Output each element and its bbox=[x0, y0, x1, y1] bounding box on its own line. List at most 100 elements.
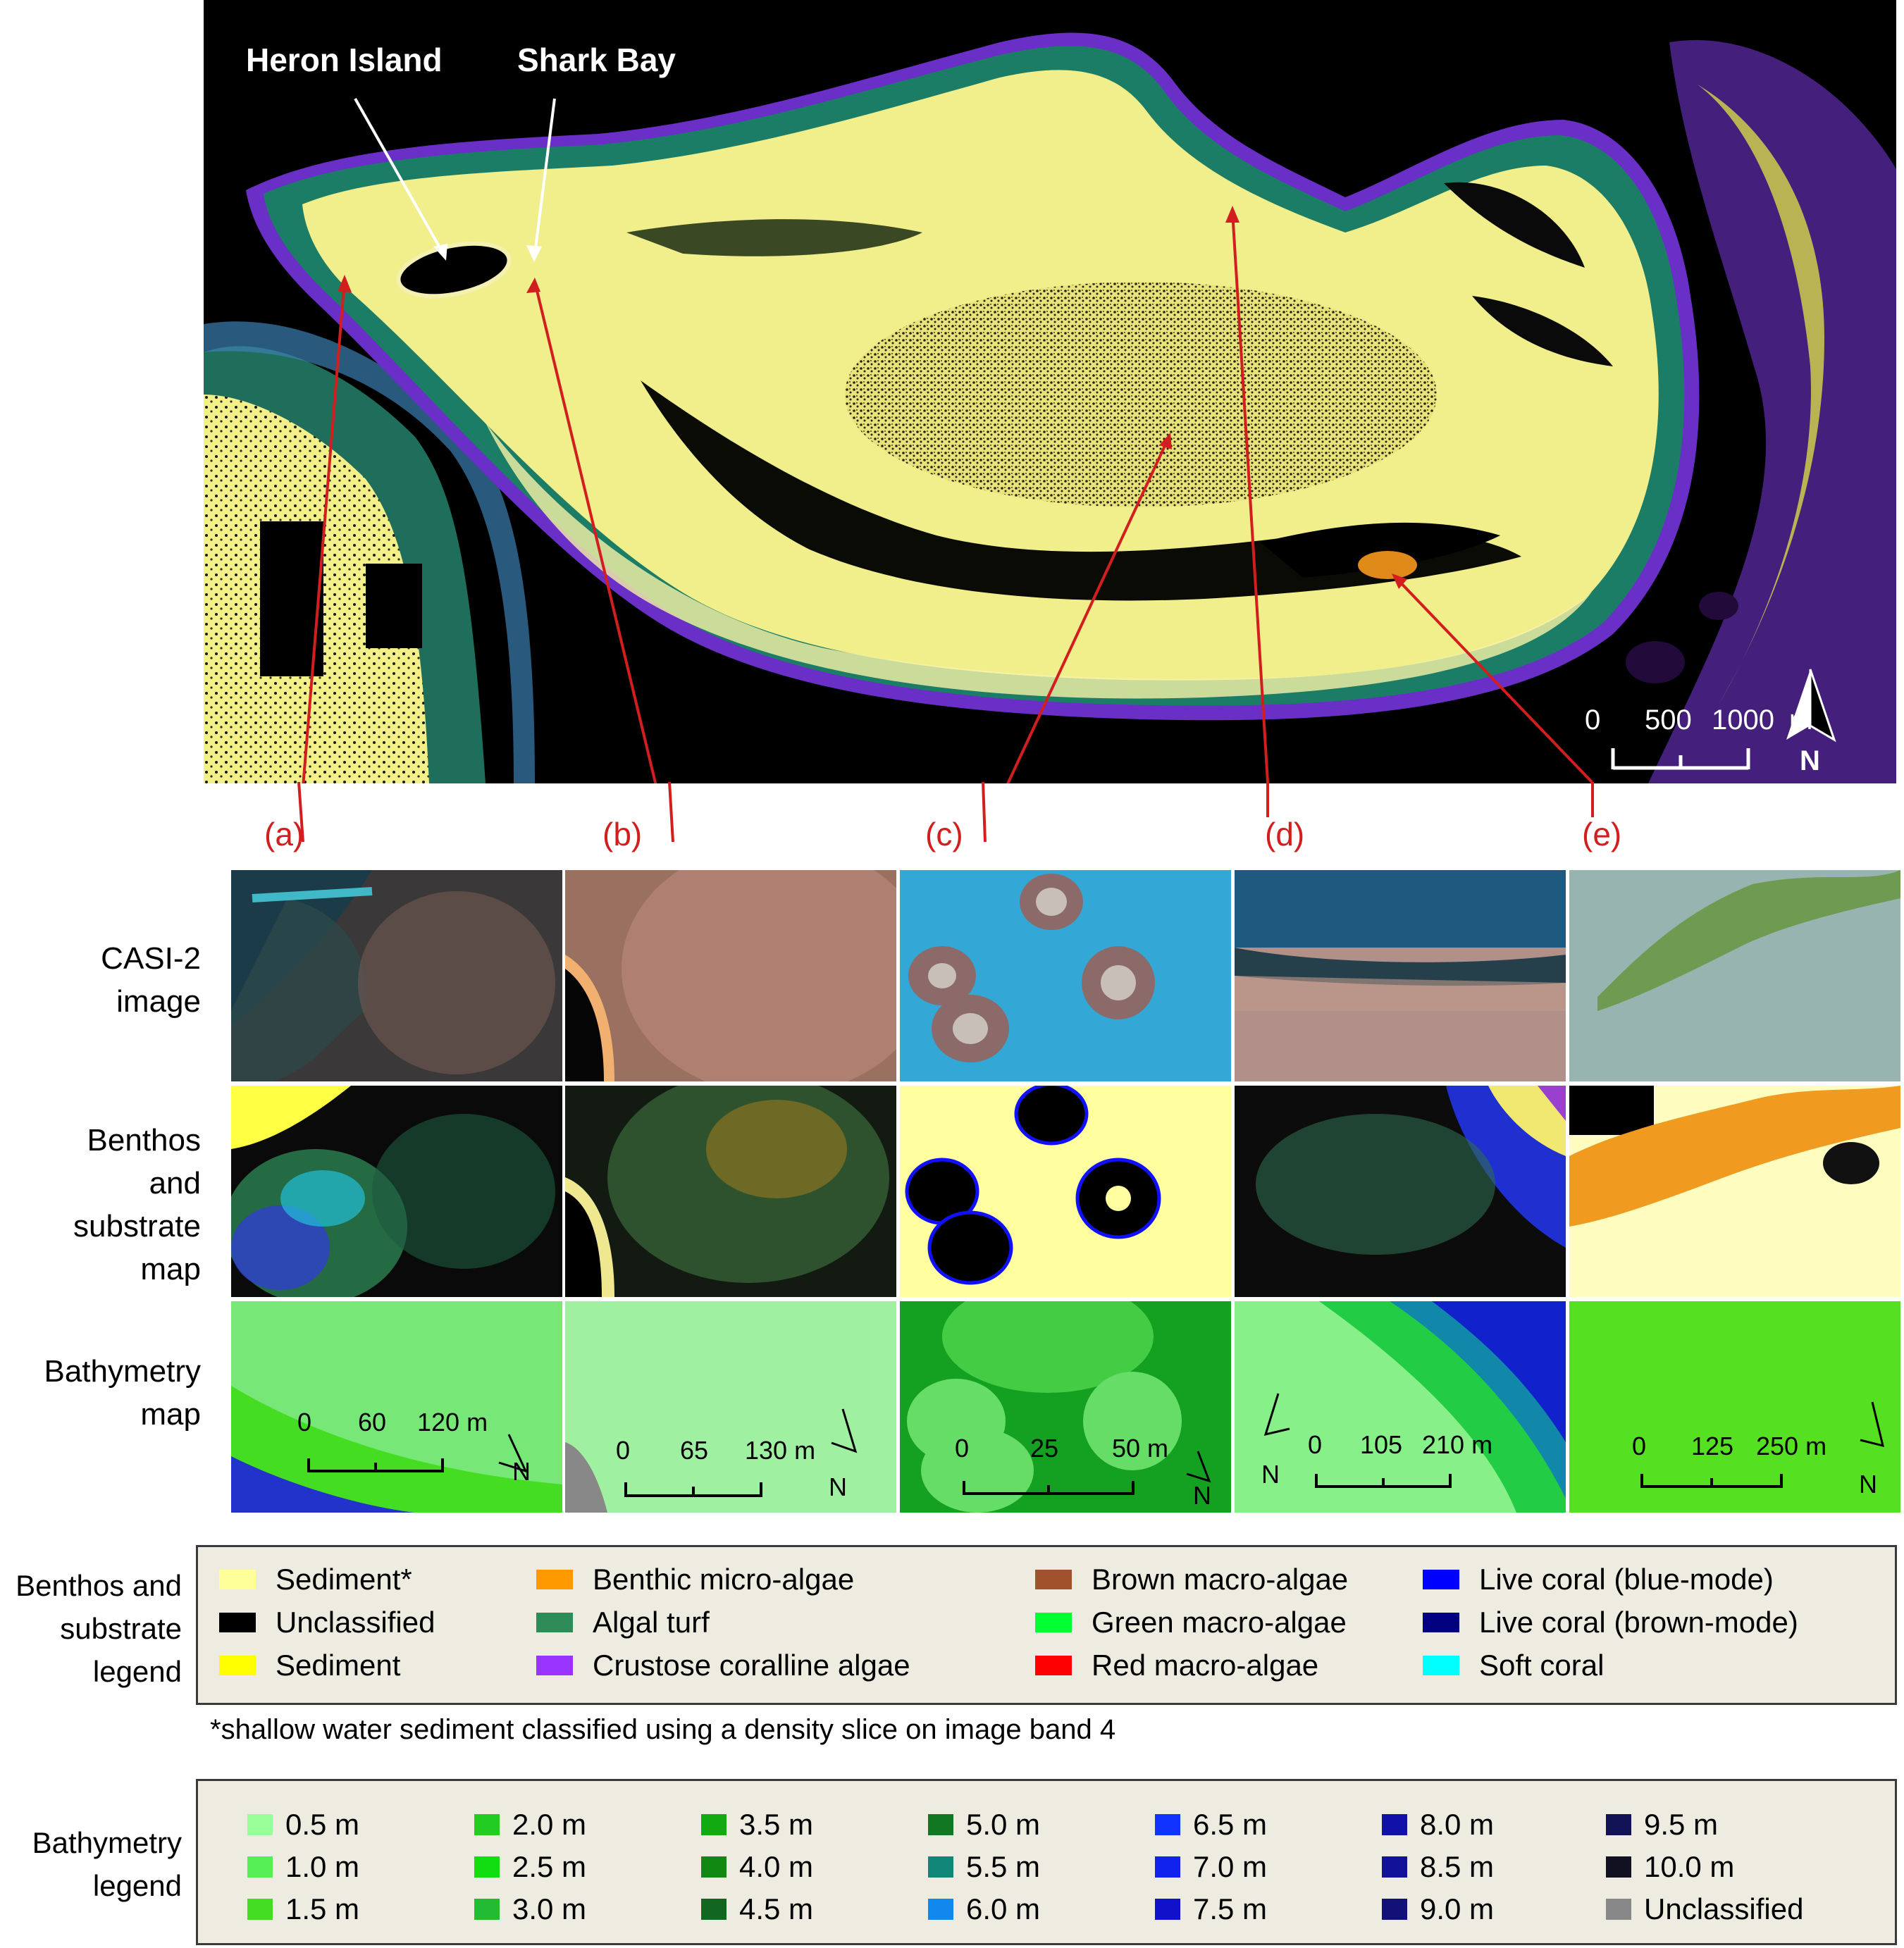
bathy-legend-title: Bathymetry legend bbox=[0, 1821, 182, 1907]
bathy-legend-item: 4.5 m bbox=[701, 1892, 813, 1926]
legend-swatch bbox=[701, 1856, 727, 1878]
scale-tick-500: 500 bbox=[1645, 705, 1692, 736]
legend-label: 0.5 m bbox=[285, 1808, 360, 1841]
benthos-legend-item: Crustose coralline algae bbox=[536, 1649, 910, 1682]
reef-classification-map: Heron Island Shark Bay 0 500 1000 m N bbox=[204, 0, 1896, 783]
benthos-legend-item: Unclassified bbox=[219, 1606, 435, 1639]
legend-label: 9.5 m bbox=[1644, 1808, 1719, 1841]
row-label-casi-line2: image bbox=[116, 984, 201, 1019]
thumb-e-scale-0: 0 bbox=[1632, 1432, 1647, 1460]
legend-label: Algal turf bbox=[593, 1606, 710, 1639]
bathy-legend-item: 5.0 m bbox=[928, 1808, 1040, 1842]
legend-label: Unclassified bbox=[276, 1606, 435, 1639]
legend-label: Sediment bbox=[276, 1649, 401, 1682]
legend-swatch bbox=[247, 1856, 273, 1878]
benthos-legend-title-line2: substrate bbox=[60, 1612, 182, 1645]
bathy-legend-item: 9.0 m bbox=[1382, 1892, 1494, 1926]
benthos-legend-title-line3: legend bbox=[92, 1655, 182, 1688]
bathy-legend-item: 9.5 m bbox=[1606, 1808, 1718, 1842]
legend-swatch bbox=[1382, 1856, 1407, 1878]
benthos-legend-title: Benthos and substrate legend bbox=[0, 1564, 182, 1693]
benthos-legend-item: Red macro-algae bbox=[1035, 1649, 1318, 1682]
legend-label: 1.0 m bbox=[285, 1850, 360, 1883]
thumb-b-scale-2: 130 m bbox=[745, 1436, 816, 1465]
legend-swatch bbox=[928, 1856, 953, 1878]
legend-label: 4.5 m bbox=[739, 1892, 814, 1925]
bathy-legend-item: 1.0 m bbox=[247, 1850, 359, 1884]
panel-letter-c: (c) bbox=[925, 816, 963, 852]
legend-label: 3.0 m bbox=[512, 1892, 587, 1925]
legend-swatch bbox=[1423, 1570, 1459, 1589]
legend-label: Crustose coralline algae bbox=[593, 1649, 910, 1682]
legend-label: 2.5 m bbox=[512, 1850, 587, 1883]
benthos-legend-item: Soft coral bbox=[1423, 1649, 1604, 1682]
legend-swatch bbox=[1423, 1656, 1459, 1675]
row-label-casi-line1: CASI-2 bbox=[101, 941, 201, 976]
legend-label: 7.0 m bbox=[1193, 1850, 1268, 1883]
legend-swatch bbox=[1606, 1899, 1631, 1920]
benthos-legend-item: Green macro-algae bbox=[1035, 1606, 1347, 1639]
benthos-thumb-e bbox=[1569, 1086, 1900, 1297]
bathy-legend-item: 2.0 m bbox=[474, 1808, 586, 1842]
legend-swatch bbox=[1035, 1656, 1072, 1675]
legend-label: Soft coral bbox=[1479, 1649, 1605, 1682]
legend-label: Red macro-algae bbox=[1092, 1649, 1319, 1682]
legend-label: Live coral (brown-mode) bbox=[1479, 1606, 1798, 1639]
bathy-legend-item: 7.0 m bbox=[1155, 1850, 1267, 1884]
thumb-b-scale-1: 65 bbox=[680, 1436, 709, 1465]
row-label-benthos-line1: Benthos bbox=[87, 1123, 201, 1158]
legend-label: 1.5 m bbox=[285, 1892, 360, 1925]
thumb-e-scale-2: 250 m bbox=[1756, 1432, 1827, 1460]
legend-label: 5.5 m bbox=[966, 1850, 1041, 1883]
casi-thumb-d bbox=[1235, 870, 1566, 1081]
sediment-footnote: *shallow water sediment classified using… bbox=[210, 1714, 1116, 1745]
legend-swatch bbox=[219, 1570, 256, 1589]
bathy-legend-item: 6.5 m bbox=[1155, 1808, 1267, 1842]
benthos-legend-box: Sediment* Unclassified Sediment Benthic mic… bbox=[196, 1545, 1897, 1705]
legend-swatch bbox=[536, 1613, 573, 1632]
casi-thumb-b bbox=[565, 870, 896, 1081]
legend-swatch bbox=[1423, 1613, 1459, 1632]
thumb-b-north: N bbox=[829, 1472, 847, 1501]
legend-swatch bbox=[928, 1814, 953, 1835]
benthos-thumb-a bbox=[231, 1086, 562, 1297]
legend-label: 6.0 m bbox=[966, 1892, 1041, 1925]
row-label-bathy-line1: Bathymetry bbox=[44, 1354, 201, 1389]
legend-swatch bbox=[219, 1613, 256, 1632]
bathy-thumb-a bbox=[231, 1301, 562, 1513]
benthos-legend-item: Benthic micro-algae bbox=[536, 1563, 854, 1596]
legend-label: 6.5 m bbox=[1193, 1808, 1268, 1841]
thumb-a-scale-2: 120 m bbox=[417, 1408, 488, 1437]
benthos-legend-item: Algal turf bbox=[536, 1606, 710, 1639]
benthos-thumb-c bbox=[900, 1086, 1231, 1297]
legend-swatch bbox=[1382, 1899, 1407, 1920]
heron-island-label: Heron Island bbox=[246, 42, 443, 78]
bathy-legend-box: 0.5 m 1.0 m 1.5 m 2.0 m 2.5 m 3.0 m 3.5 m 4.0 m… bbox=[196, 1779, 1897, 1945]
legend-swatch bbox=[701, 1814, 727, 1835]
legend-label: 5.0 m bbox=[966, 1808, 1041, 1841]
benthos-thumb-d bbox=[1235, 1086, 1566, 1297]
bathy-legend-item: 6.0 m bbox=[928, 1892, 1040, 1926]
row-label-casi: CASI-2 image bbox=[42, 937, 201, 1023]
bathy-thumb-b bbox=[565, 1301, 896, 1513]
benthos-legend-item: Sediment* bbox=[219, 1563, 412, 1596]
thumb-e-scale-1: 125 bbox=[1691, 1432, 1734, 1460]
row-label-benthos-line3: substrate bbox=[73, 1209, 201, 1243]
thumb-d-scale-0: 0 bbox=[1308, 1430, 1323, 1459]
panel-letter-e: (e) bbox=[1582, 816, 1622, 852]
thumb-c-scale-2: 50 m bbox=[1112, 1434, 1169, 1463]
panel-letter-b: (b) bbox=[602, 816, 643, 852]
row-label-bathy-line2: map bbox=[140, 1397, 201, 1432]
legend-label: 3.5 m bbox=[739, 1808, 814, 1841]
legend-label: 10.0 m bbox=[1644, 1850, 1735, 1883]
bathy-thumb-c bbox=[900, 1301, 1231, 1513]
legend-label: Brown macro-algae bbox=[1092, 1563, 1349, 1596]
legend-label: 4.0 m bbox=[739, 1850, 814, 1883]
annotation-arrows bbox=[302, 211, 1593, 783]
thumb-a-scale-0: 0 bbox=[297, 1408, 312, 1437]
bathy-legend-item: Unclassified bbox=[1606, 1892, 1803, 1926]
legend-swatch bbox=[1155, 1899, 1180, 1920]
bathy-legend-item: 7.5 m bbox=[1155, 1892, 1267, 1926]
casi-thumb-c bbox=[900, 870, 1231, 1081]
bathy-thumb-d bbox=[1235, 1301, 1566, 1513]
